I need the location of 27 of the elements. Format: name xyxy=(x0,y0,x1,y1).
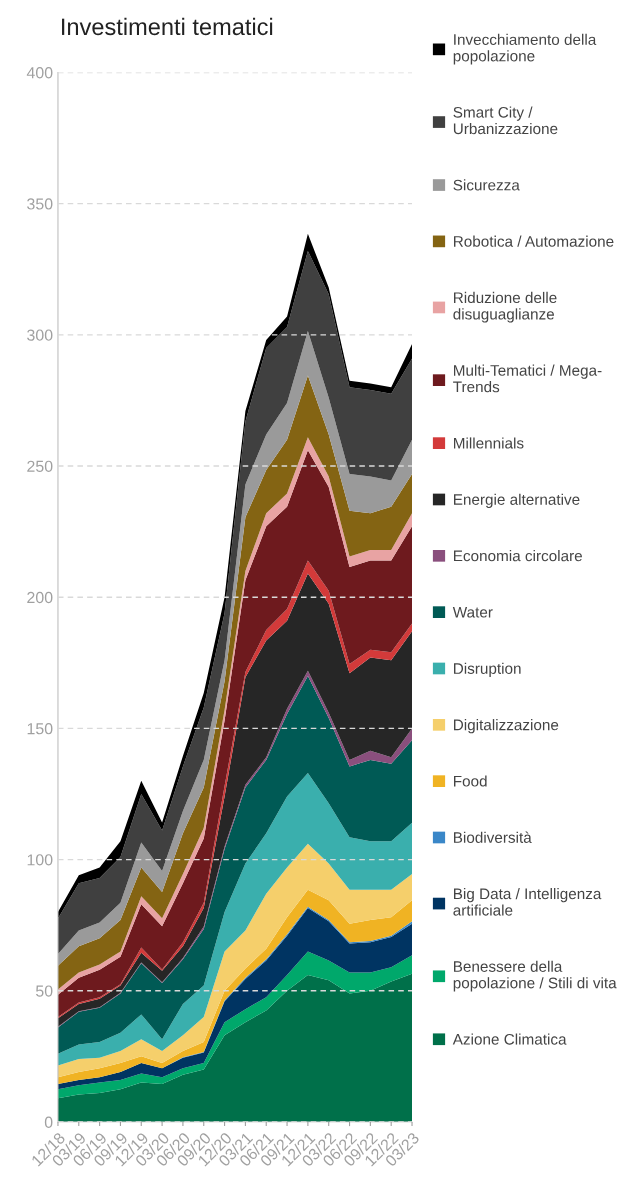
legend-label: Sicurezza xyxy=(453,179,520,191)
legend-label: Big Data / Intelligenza artificiale xyxy=(453,887,602,916)
y-tick-label: 300 xyxy=(27,329,53,341)
legend-label: Food xyxy=(454,775,487,787)
legend-label: Robotica / Automazione xyxy=(454,235,614,247)
legend-label: Millennials xyxy=(454,437,524,449)
legend-label: Azione Climatica xyxy=(452,1033,567,1045)
y-tick-label: 400 xyxy=(26,67,53,79)
legend-label: Invecchiamento della popolazione xyxy=(453,33,597,65)
legend-label: Smart City / Urbanizzazione xyxy=(453,106,558,135)
legend-label: Energie alternative xyxy=(454,493,580,508)
legend-label: Riduzione delle disuguaglianze xyxy=(453,291,557,323)
y-tick-label: 100 xyxy=(27,854,53,866)
legend-label: Disruption xyxy=(454,662,521,677)
legend-label: Benessere della popolazione / Stili di vita xyxy=(453,960,617,992)
legend-label: Water xyxy=(452,606,493,618)
legend-label: Multi-Tematici / Mega- Trends xyxy=(453,364,602,393)
y-tick-label: 0 xyxy=(44,1116,53,1128)
y-tick-label: 250 xyxy=(27,460,53,472)
y-tick-label: 200 xyxy=(27,591,53,604)
y-tick-label: 150 xyxy=(27,723,53,735)
y-tick-label: 50 xyxy=(35,985,53,997)
chart-title: Investimenti tematici xyxy=(62,17,273,36)
legend-label: Economia circolare xyxy=(454,550,582,562)
legend-label: Digitalizzazione xyxy=(454,719,559,734)
y-tick-label: 350 xyxy=(27,198,53,210)
legend-label: Biodiversità xyxy=(454,831,532,843)
